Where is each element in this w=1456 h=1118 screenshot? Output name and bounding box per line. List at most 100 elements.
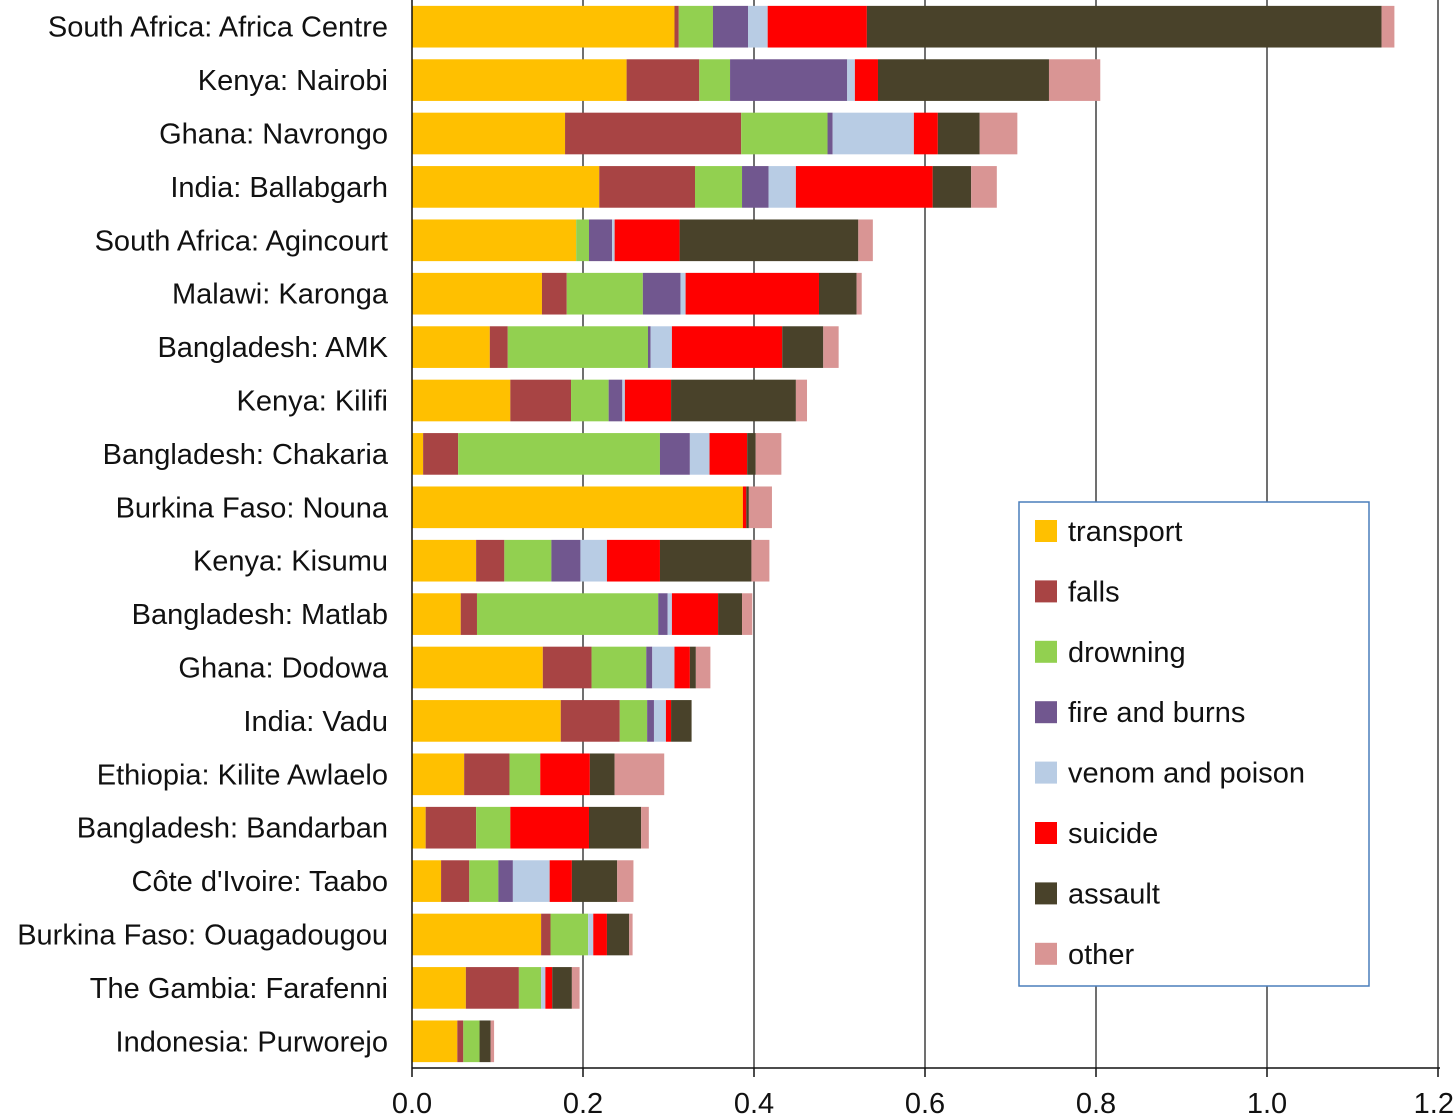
bar-segment xyxy=(856,272,862,315)
bar-segment xyxy=(412,272,542,315)
bar-segment xyxy=(498,860,513,902)
legend-label: fire and burns xyxy=(1068,697,1245,729)
bar-segment xyxy=(423,433,459,475)
legend-label: falls xyxy=(1068,576,1120,608)
bar-segment xyxy=(847,59,855,101)
legend-swatch xyxy=(1035,520,1057,542)
legend-swatch xyxy=(1035,640,1057,663)
bar-segment xyxy=(549,860,572,902)
bar-segment xyxy=(412,1020,458,1063)
bar-segment xyxy=(617,860,634,902)
bar-segment xyxy=(866,5,1382,48)
legend-swatch xyxy=(1035,580,1057,603)
bar-segment xyxy=(742,593,753,635)
bar-segment xyxy=(937,112,980,155)
bar-segment xyxy=(619,700,648,742)
bar-segment xyxy=(614,753,665,796)
bar-segment xyxy=(755,433,782,475)
bar-segment xyxy=(566,272,643,315)
legend-label: venom and poison xyxy=(1068,758,1305,790)
bar-segment xyxy=(877,59,1049,101)
bar-segment xyxy=(507,326,648,368)
category-label: South Africa: Agincourt xyxy=(95,225,388,257)
category-label: Burkina Faso: Ouagadougou xyxy=(17,920,388,952)
legend-label: assault xyxy=(1068,878,1160,910)
bar-segment xyxy=(641,806,649,849)
bar-segment xyxy=(647,326,651,368)
bar-segment xyxy=(671,700,692,742)
bar-segment xyxy=(858,219,873,262)
x-tick-label: 1.0 xyxy=(1247,1088,1287,1118)
bar-segment xyxy=(832,112,914,155)
x-tick-labels: 0.0 0.2 0.4 0.6 0.8 1.0 1.2 xyxy=(392,1068,1454,1118)
bar-segment xyxy=(412,486,743,529)
bar-segment xyxy=(768,166,796,208)
bar-segment xyxy=(550,913,589,956)
bar-segment xyxy=(979,112,1018,155)
bar-segment xyxy=(653,700,666,742)
bar-segment xyxy=(608,379,623,422)
bar-segment xyxy=(827,112,833,155)
x-tick-label: 0.4 xyxy=(734,1088,774,1118)
category-label: Malawi: Karonga xyxy=(172,279,389,311)
bar-segment xyxy=(795,379,808,422)
bar-segment xyxy=(463,1020,480,1063)
bars xyxy=(412,5,1395,1063)
category-label: Bangladesh: AMK xyxy=(157,332,388,364)
bar-segment xyxy=(571,379,609,422)
bar-segment xyxy=(599,166,696,208)
bar-segment xyxy=(589,753,615,796)
bar-segment xyxy=(412,219,577,262)
category-label: Bangladesh: Chakaria xyxy=(103,439,389,471)
legend-swatch xyxy=(1035,701,1057,724)
bar-segment xyxy=(412,753,465,796)
category-label: Indonesia: Purworejo xyxy=(116,1026,388,1058)
legend-swatch xyxy=(1035,882,1057,905)
bar-segment xyxy=(699,59,731,101)
bar-segment xyxy=(588,913,594,956)
bar-segment xyxy=(512,860,550,902)
bar-segment xyxy=(606,913,630,956)
bar-segment xyxy=(412,379,511,422)
bar-segment xyxy=(854,59,878,101)
bar-segment xyxy=(542,646,592,689)
category-label: Kenya: Kilifi xyxy=(236,386,388,418)
x-tick-label: 0.0 xyxy=(392,1088,432,1118)
bar-segment xyxy=(647,700,654,742)
x-tick-label: 0.8 xyxy=(1076,1088,1116,1118)
bar-segment xyxy=(464,753,510,796)
category-label: Ethiopia: Kilite Awlaelo xyxy=(97,759,388,791)
bar-segment xyxy=(552,967,572,1009)
bar-segment xyxy=(412,967,466,1009)
category-label: India: Vadu xyxy=(243,706,388,738)
bar-segment xyxy=(913,112,938,155)
bar-segment xyxy=(712,5,749,48)
bar-segment xyxy=(565,112,742,155)
bar-segment xyxy=(412,5,675,48)
bar-segment xyxy=(614,219,680,262)
legend: transport falls drowning fire and burns veno… xyxy=(1018,501,1370,987)
bar-segment xyxy=(748,5,768,48)
bar-segment xyxy=(425,806,477,849)
bar-segment xyxy=(695,646,711,689)
bar-segment xyxy=(518,967,542,1009)
bar-segment xyxy=(659,539,752,582)
bar-segment xyxy=(412,860,442,902)
bar-segment xyxy=(674,5,679,48)
legend-label: suicide xyxy=(1068,818,1158,850)
legend-swatch xyxy=(1035,942,1057,965)
legend-swatch xyxy=(1035,761,1057,784)
bar-segment xyxy=(412,59,627,101)
bar-segment xyxy=(479,1020,491,1063)
category-label: Côte d'Ivoire: Taabo xyxy=(132,866,389,898)
bar-segment xyxy=(545,967,553,1009)
bar-segment xyxy=(460,593,477,635)
bar-segment xyxy=(971,166,997,208)
bar-segment xyxy=(476,593,659,635)
x-tick-label: 1.2 xyxy=(1414,1088,1454,1118)
bar-segment xyxy=(674,646,690,689)
bar-segment xyxy=(629,913,633,956)
legend-swatch xyxy=(1035,822,1057,844)
bar-segment xyxy=(490,1020,495,1063)
bar-segment xyxy=(576,219,589,262)
